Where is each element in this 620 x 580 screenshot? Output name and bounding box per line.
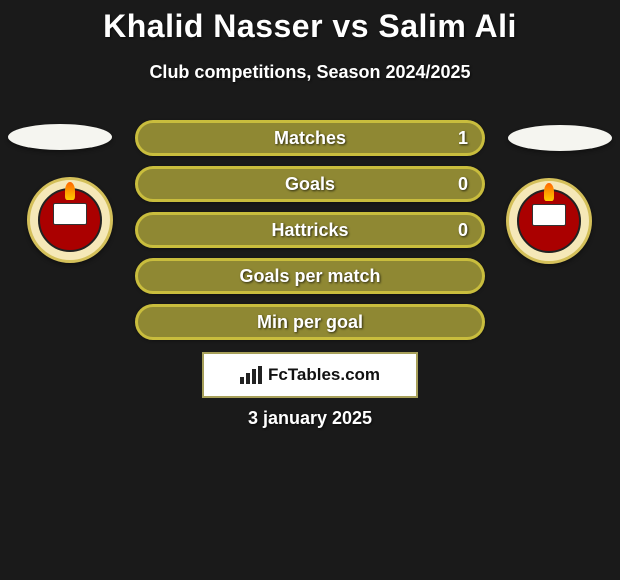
stat-label: Goals (285, 174, 335, 195)
stat-bar: Goals per match (135, 258, 485, 294)
stat-value-right: 0 (458, 174, 468, 195)
page-title: Khalid Nasser vs Salim Ali (0, 8, 620, 45)
stat-value-right: 1 (458, 128, 468, 149)
stat-bar: Matches 1 (135, 120, 485, 156)
stat-label: Matches (274, 128, 346, 149)
footer-date: 3 january 2025 (0, 408, 620, 429)
brand-text: FcTables.com (268, 365, 380, 385)
player-photo-left (8, 124, 112, 150)
player-photo-right (508, 125, 612, 151)
stat-bar: Hattricks 0 (135, 212, 485, 248)
club-logo-right (506, 178, 592, 264)
bar-chart-icon (240, 366, 262, 384)
page-subtitle: Club competitions, Season 2024/2025 (0, 62, 620, 83)
stat-bar: Goals 0 (135, 166, 485, 202)
comparison-card: Khalid Nasser vs Salim Ali Club competit… (0, 0, 620, 580)
stat-value-right: 0 (458, 220, 468, 241)
stat-label: Hattricks (271, 220, 348, 241)
club-logo-left (27, 177, 113, 263)
stat-bar: Min per goal (135, 304, 485, 340)
brand-box: FcTables.com (202, 352, 418, 398)
stat-label: Goals per match (239, 266, 380, 287)
stat-label: Min per goal (257, 312, 363, 333)
